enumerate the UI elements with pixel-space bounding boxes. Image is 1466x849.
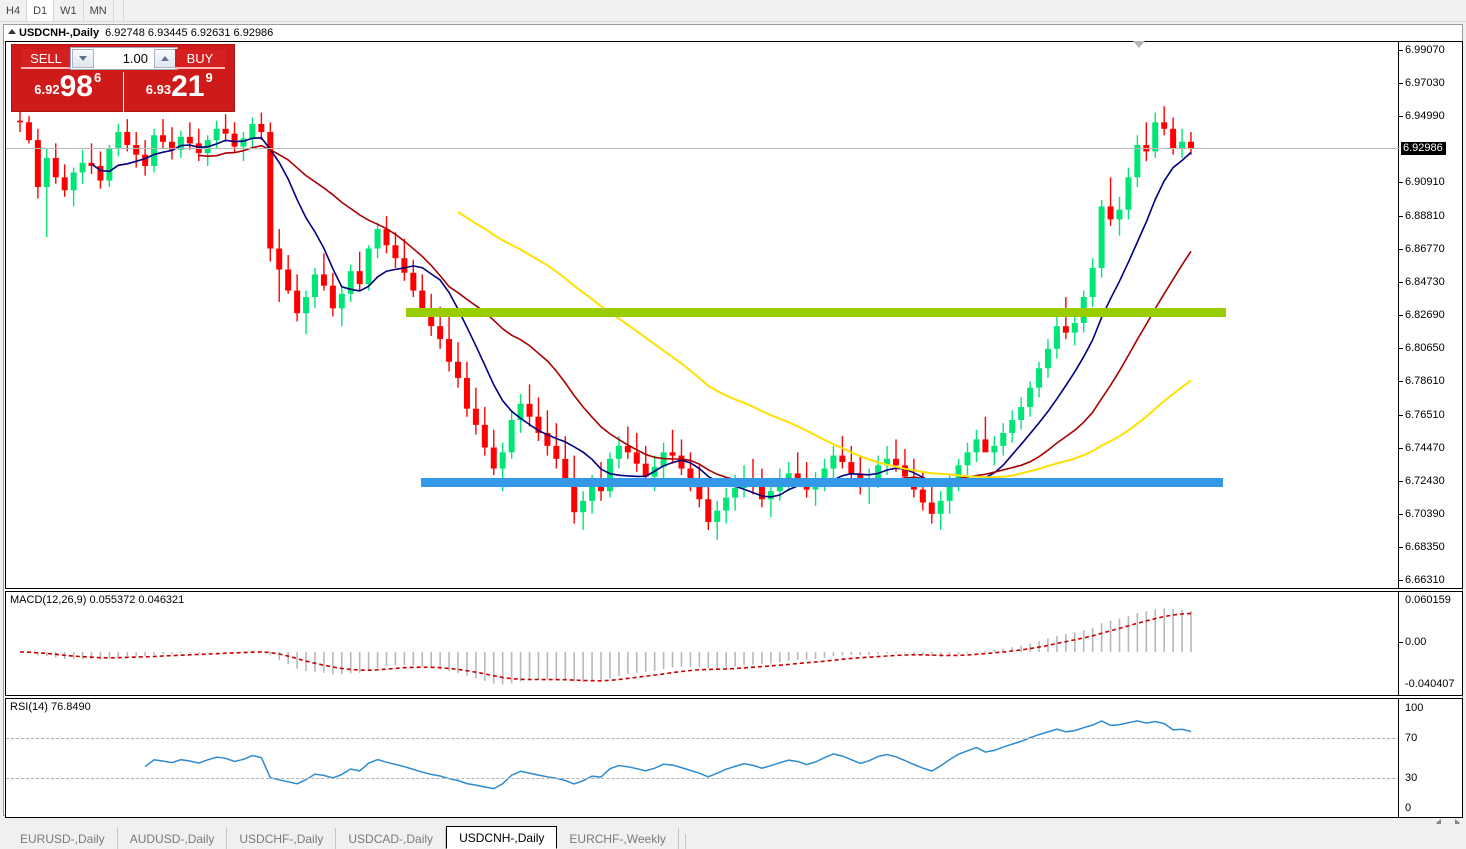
buy-price-prefix: 6.93 (145, 82, 172, 97)
chart-window: USDCNH-,Daily 6.92748 6.93445 6.92631 6.9… (3, 24, 1463, 836)
price-tick: 6.80650 (1399, 343, 1445, 354)
macd-plot-area[interactable] (6, 592, 1400, 695)
timeframe-h4[interactable]: H4 (0, 0, 28, 21)
collapse-triangle-icon[interactable] (8, 29, 16, 34)
sell-button[interactable]: SELL (21, 49, 71, 69)
volume-input[interactable]: 1.00 (95, 48, 153, 69)
chevron-down-icon (79, 56, 87, 61)
price-tick: 6.99070 (1399, 45, 1445, 56)
one-click-trading-panel[interactable]: SELL 1.00 BUY 6.92 98 6 (11, 44, 235, 113)
buy-button[interactable]: BUY (175, 49, 225, 69)
price-tick: 6.82690 (1399, 310, 1445, 321)
price-tick: 6.78610 (1399, 376, 1445, 387)
macd-tick: 0.060159 (1405, 594, 1451, 606)
price-tick: 6.84730 (1399, 276, 1445, 288)
price-tick: 6.90910 (1399, 177, 1445, 188)
buy-price-main: 21 (171, 70, 205, 103)
rsi-pane[interactable]: RSI(14) 76.8490 100 70 30 0 (5, 698, 1463, 818)
chart-symbol-label: USDCNH-,Daily (19, 27, 100, 39)
price-tick: 6.68350 (1399, 541, 1445, 553)
tab-audusd-daily[interactable]: AUDUSD-,Daily (117, 828, 228, 849)
ma-slow-line (457, 211, 1192, 479)
rsi-scale: 100 70 30 0 (1398, 699, 1462, 817)
macd-tick: -0.040407 (1405, 678, 1455, 690)
resistance-line[interactable] (406, 308, 1226, 317)
tab-usdcnh-daily[interactable]: USDCNH-,Daily (446, 826, 558, 849)
sell-price-main: 98 (59, 70, 93, 103)
tab-eurusd-daily[interactable]: EURUSD-,Daily (8, 828, 118, 849)
buy-price[interactable]: 6.93 21 9 (122, 70, 235, 113)
trade-panel-controls: SELL 1.00 BUY (12, 45, 234, 72)
tab-bar-end-divider (684, 834, 686, 849)
sell-price[interactable]: 6.92 98 6 (12, 70, 123, 113)
rsi-svg (144, 720, 1192, 790)
timeframe-d1[interactable]: D1 (27, 0, 55, 21)
macd-scale: 0.060159 0.00 -0.040407 (1398, 592, 1462, 695)
rsi-tick: 70 (1405, 732, 1418, 744)
chart-tab-bar[interactable]: EURUSD-,Daily AUDUSD-,Daily USDCHF-,Dail… (0, 824, 1466, 849)
rsi-label: RSI(14) 76.8490 (10, 701, 91, 713)
volume-increase-button[interactable] (154, 49, 176, 68)
price-tick: 6.76510 (1399, 409, 1445, 421)
price-tick: 6.97030 (1399, 78, 1445, 89)
sell-price-fraction: 6 (93, 70, 102, 85)
rsi-line (144, 720, 1192, 790)
sell-price-prefix: 6.92 (34, 82, 60, 97)
rsi-tick: 100 (1405, 702, 1424, 714)
timeframe-w1[interactable]: W1 (54, 0, 84, 21)
rsi-plot-area[interactable] (6, 699, 1400, 817)
trade-panel-quotes: 6.92 98 6 6.93 21 9 (12, 70, 235, 113)
rsi-oversold-line (6, 778, 1400, 779)
price-tick: 6.72430 (1399, 475, 1445, 487)
price-tick: 6.66310 (1399, 575, 1445, 586)
ma-fast-line (91, 136, 1192, 498)
price-scale[interactable]: 6.99070 6.97030 6.94990 6.90910 6.88810 6.867… (1398, 42, 1462, 588)
tab-usdchf-daily[interactable]: USDCHF-,Daily (227, 828, 337, 849)
rsi-tick: 0 (1405, 802, 1412, 814)
price-tick: 6.88810 (1399, 210, 1445, 222)
toolbar-separator (114, 0, 124, 21)
macd-svg (19, 608, 1192, 685)
rsi-tick: 30 (1405, 772, 1418, 784)
macd-tick: 0.00 (1399, 637, 1426, 648)
timeframe-toolbar: H4 D1 W1 MN (0, 0, 1466, 22)
volume-decrease-button[interactable] (72, 49, 94, 68)
macd-signal-line (19, 612, 1192, 682)
price-tick: 6.70390 (1399, 508, 1445, 520)
current-price-line (6, 148, 1400, 149)
chevron-up-icon (161, 56, 169, 61)
price-tick: 6.86770 (1399, 243, 1445, 255)
chart-ohlc-label: 6.92748 6.93445 6.92631 6.92986 (105, 27, 274, 39)
scroll-arrows[interactable] (1436, 819, 1460, 827)
timeframe-mn[interactable]: MN (83, 0, 114, 21)
chart-header: USDCNH-,Daily 6.92748 6.93445 6.92631 6.9… (4, 25, 1462, 41)
macd-pane[interactable]: MACD(12,26,9) 0.055372 0.046321 0.060159… (5, 591, 1463, 696)
price-plot-area[interactable] (6, 42, 1400, 588)
price-tick: 6.94990 (1399, 111, 1445, 122)
price-tick: 6.74470 (1399, 442, 1445, 454)
scroll-right-icon[interactable] (1455, 819, 1460, 827)
buy-price-fraction: 9 (205, 70, 213, 85)
price-pane[interactable]: 6.99070 6.97030 6.94990 6.90910 6.88810 6.867… (5, 41, 1463, 589)
tab-usdcad-daily[interactable]: USDCAD-,Daily (336, 828, 447, 849)
support-line[interactable] (421, 478, 1223, 487)
rsi-overbought-line (6, 738, 1400, 739)
scroll-left-icon[interactable] (1436, 819, 1441, 827)
tab-eurchf-weekly[interactable]: EURCHF-,Weekly (557, 828, 679, 849)
volume-stepper[interactable]: 1.00 (70, 47, 178, 70)
current-price-badge: 6.92986 (1401, 142, 1446, 156)
chart-top-marker-icon[interactable] (1133, 41, 1145, 48)
candlestick-svg (17, 106, 1194, 540)
macd-label: MACD(12,26,9) 0.055372 0.046321 (10, 594, 185, 606)
ma-mid-line (198, 144, 1192, 486)
